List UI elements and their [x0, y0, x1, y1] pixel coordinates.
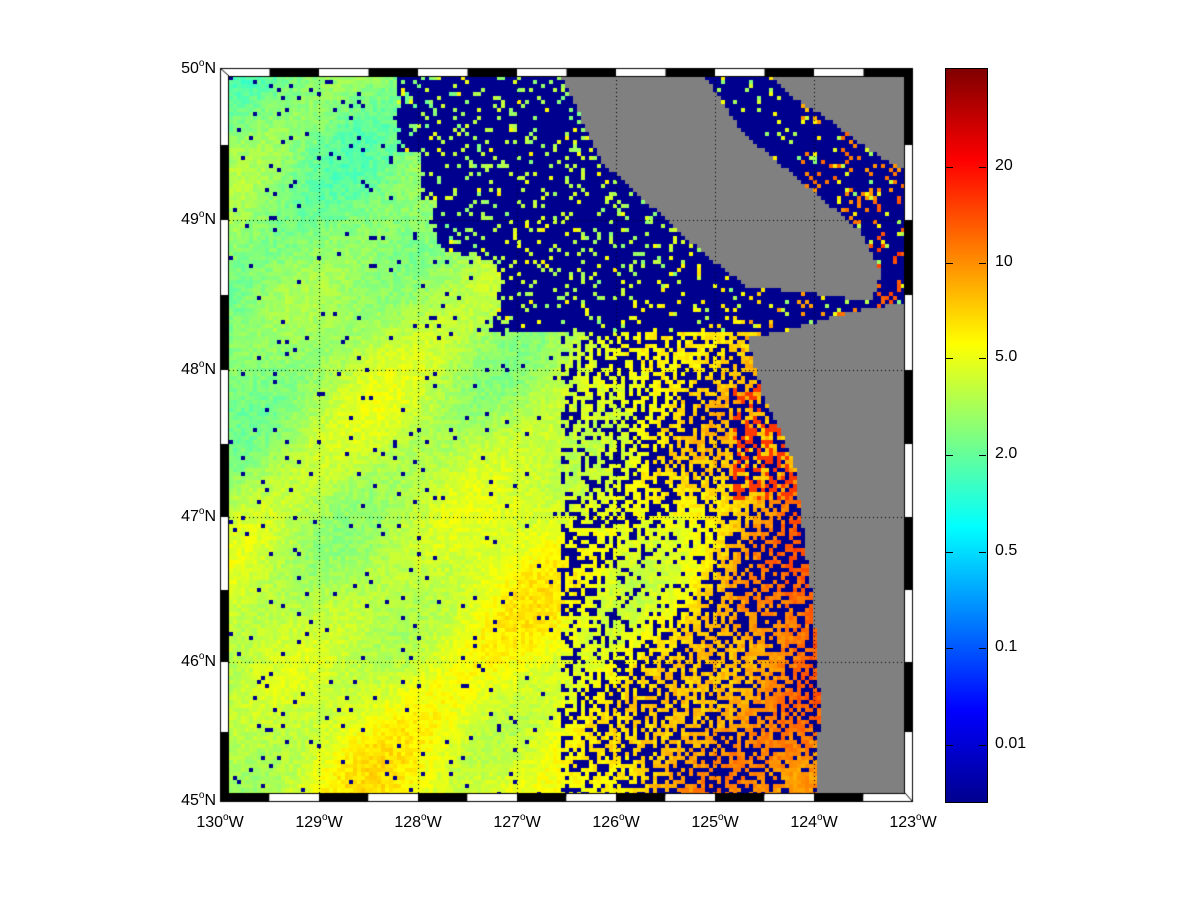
colorbar-tick-label: 10 — [995, 253, 1013, 270]
colorbar-tick — [946, 455, 953, 456]
lon-label: 130oW — [196, 812, 244, 831]
colorbar-tick — [979, 263, 986, 264]
lat-label: 49oN — [181, 209, 216, 228]
colorbar-tick — [946, 745, 953, 746]
lat-label: 47oN — [181, 506, 216, 525]
lat-label: 45oN — [181, 790, 216, 809]
lat-label: 46oN — [181, 651, 216, 670]
colorbar-tick — [979, 648, 986, 649]
lat-label: 48oN — [181, 359, 216, 378]
colorbar-tick — [979, 552, 986, 553]
colorbar-tick — [979, 745, 986, 746]
colorbar-tick — [979, 455, 986, 456]
lon-label: 125oW — [691, 812, 739, 831]
colorbar-tick — [946, 552, 953, 553]
colorbar-tick — [946, 358, 953, 359]
colorbar-tick-label: 0.1 — [995, 638, 1018, 655]
colorbar-tick-label: 0.01 — [995, 735, 1027, 752]
lon-label: 124oW — [790, 812, 838, 831]
lat-label: 50oN — [181, 58, 216, 77]
colorbar-tick — [946, 648, 953, 649]
colorbar-tick-label: 20 — [995, 157, 1013, 174]
colorbar-tick — [946, 263, 953, 264]
colorbar-tick — [946, 167, 953, 168]
lon-label: 128oW — [394, 812, 442, 831]
lon-label: 123oW — [889, 812, 937, 831]
colorbar — [945, 68, 988, 803]
lon-label: 126oW — [592, 812, 640, 831]
colorbar-tick-label: 2.0 — [995, 445, 1018, 462]
lon-label: 127oW — [493, 812, 541, 831]
colorbar-tick — [979, 167, 986, 168]
colorbar-tick-label: 5.0 — [995, 348, 1018, 365]
colorbar-tick-label: 0.5 — [995, 542, 1018, 559]
lon-label: 129oW — [295, 812, 343, 831]
colorbar-tick — [979, 358, 986, 359]
